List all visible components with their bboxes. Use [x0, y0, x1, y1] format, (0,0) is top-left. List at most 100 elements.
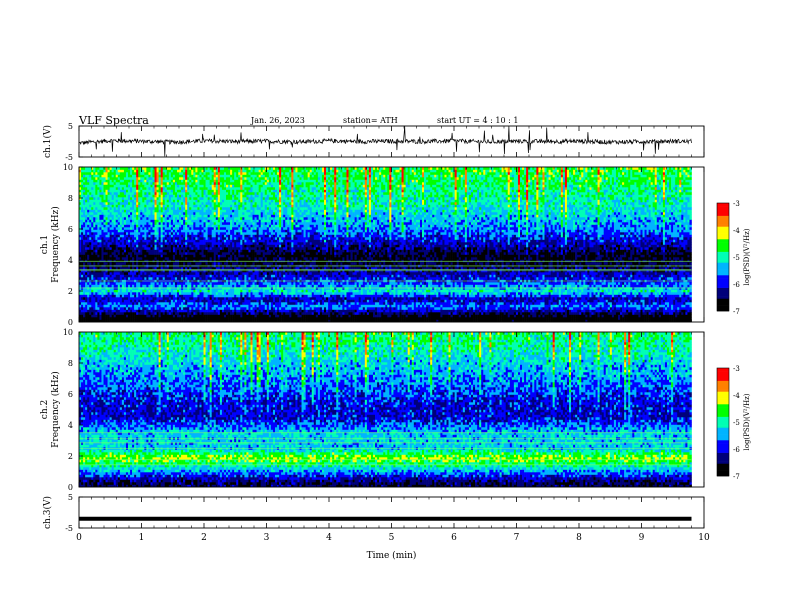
spectrogram-cell: [187, 222, 189, 225]
spectrogram-cell: [165, 217, 167, 220]
spectrogram-cell: [126, 185, 128, 188]
spectrogram-cell: [161, 237, 163, 240]
spectrogram-cell: [157, 177, 159, 180]
spectrogram-cell: [128, 262, 130, 265]
spectrogram-cell: [240, 237, 242, 240]
spectrogram-cell: [220, 275, 222, 278]
spectrogram-cell: [218, 250, 220, 253]
spectrogram-cell: [199, 225, 201, 228]
spectrogram-cell: [157, 205, 159, 208]
spectrogram-cell: [132, 305, 134, 308]
spectrogram-cell: [159, 305, 161, 308]
spectrogram-cell: [136, 257, 138, 260]
spectrogram-cell: [122, 220, 124, 223]
spectrogram-cell: [224, 272, 226, 275]
spectrogram-cell: [106, 172, 108, 175]
spectrogram-cell: [232, 275, 234, 278]
spectrogram-cell: [181, 197, 183, 200]
spectrogram-cell: [91, 202, 93, 205]
spectrogram-cell: [114, 310, 116, 313]
spectrogram-cell: [118, 172, 120, 175]
spectrogram-cell: [230, 220, 232, 223]
spectrogram-cell: [165, 315, 167, 318]
spectrogram-cell: [110, 250, 112, 253]
spectrogram-cell: [177, 262, 179, 265]
spectrogram-cell: [191, 242, 193, 245]
spectrogram-cell: [118, 257, 120, 260]
spectrogram-cell: [128, 177, 130, 180]
spectrogram-cell: [106, 250, 108, 253]
spectrogram-cell: [85, 230, 87, 233]
spectrogram-cell: [230, 225, 232, 228]
spectrogram-cell: [130, 262, 132, 265]
spectrogram-cell: [142, 197, 144, 200]
spectrogram-cell: [112, 282, 114, 285]
spectrogram-cell: [240, 282, 242, 285]
spectrogram-cell: [189, 222, 191, 225]
spectrogram-cell: [112, 307, 114, 310]
spectrogram-cell: [163, 252, 165, 255]
spectrogram-cell: [232, 185, 234, 188]
spectrogram-cell: [173, 282, 175, 285]
spectrogram-cell: [144, 255, 146, 258]
spectrogram-cell: [110, 240, 112, 243]
spectrogram-cell: [126, 282, 128, 285]
spectrogram-cell: [179, 192, 181, 195]
spectrogram-cell: [183, 200, 185, 203]
spectrogram-cell: [236, 245, 238, 248]
spectrogram-cell: [175, 170, 177, 173]
spectrogram-cell: [193, 257, 195, 260]
spectrogram-cell: [138, 192, 140, 195]
spectrogram-cell: [171, 215, 173, 218]
spectrogram-cell: [118, 237, 120, 240]
spectrogram-cell: [238, 282, 240, 285]
spectrogram-cell: [101, 190, 103, 193]
spectrogram-cell: [242, 300, 244, 303]
spectrogram-cell: [106, 252, 108, 255]
spectrogram-cell: [159, 197, 161, 200]
spectrogram-cell: [234, 222, 236, 225]
spectrogram-cell: [202, 272, 204, 275]
spectrogram-cell: [197, 295, 199, 298]
spectrogram-cell: [120, 170, 122, 173]
spectrogram-cell: [159, 202, 161, 205]
spectrogram-cell: [101, 210, 103, 213]
spectrogram-cell: [150, 297, 152, 300]
spectrogram-cell: [210, 312, 212, 315]
spectrogram-cell: [116, 245, 118, 248]
spectrogram-cell: [195, 217, 197, 220]
spectrogram-cell: [228, 210, 230, 213]
spectrogram-cell: [197, 222, 199, 225]
spectrogram-cell: [199, 275, 201, 278]
spectrogram-cell: [106, 220, 108, 223]
spectrogram-cell: [175, 192, 177, 195]
spectrogram-cell: [216, 260, 218, 263]
spectrogram-cell: [208, 242, 210, 245]
spectrogram-cell: [214, 290, 216, 293]
spectrogram-cell: [101, 242, 103, 245]
spectrogram-cell: [193, 275, 195, 278]
spectrogram-cell: [193, 302, 195, 305]
spectrogram-cell: [144, 195, 146, 198]
spectrogram-cell: [97, 315, 99, 318]
spectrogram-cell: [171, 297, 173, 300]
spectrogram-cell: [163, 250, 165, 253]
spectrogram-cell: [120, 285, 122, 288]
spectrogram-cell: [112, 295, 114, 298]
spectrogram-cell: [177, 197, 179, 200]
spectrogram-cell: [150, 235, 152, 238]
spectrogram-cell: [140, 292, 142, 295]
spectrogram-cell: [204, 230, 206, 233]
spectrogram-cell: [228, 245, 230, 248]
spectrogram-cell: [181, 202, 183, 205]
spectrogram-cell: [212, 310, 214, 313]
spectrogram-cell: [228, 197, 230, 200]
spectrogram-cell: [142, 302, 144, 305]
spectrogram-cell: [238, 175, 240, 178]
spectrogram-cell: [161, 297, 163, 300]
spectrogram-cell: [224, 187, 226, 190]
spectrogram-cell: [161, 302, 163, 305]
spectrogram-cell: [220, 182, 222, 185]
spectrogram-cell: [185, 207, 187, 210]
spectrogram-cell: [169, 182, 171, 185]
